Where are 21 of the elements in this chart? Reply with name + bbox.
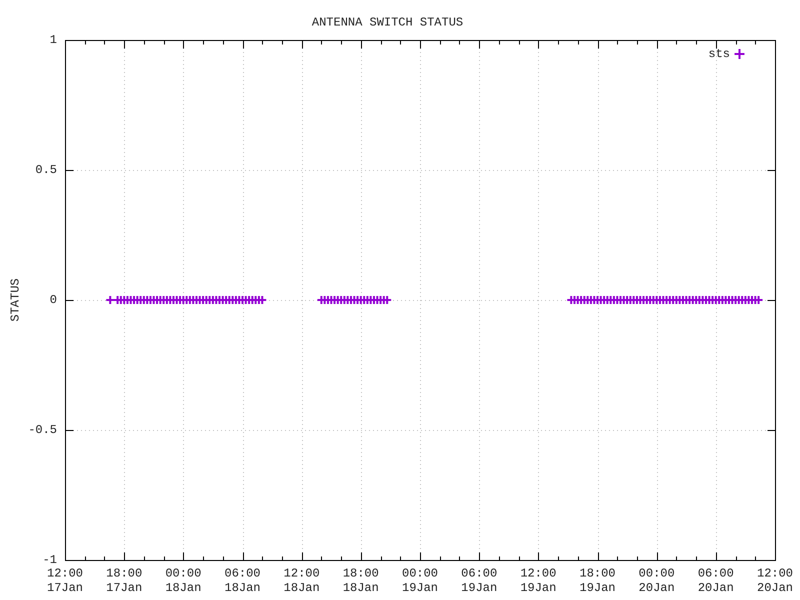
y-tick-label: -1 <box>42 553 57 568</box>
y-tick-label: 1 <box>50 33 57 48</box>
y-tick-label: 0 <box>50 293 57 308</box>
y-axis-title: STATUS <box>8 278 22 322</box>
x-tick-label: 12:00 19Jan <box>520 566 556 595</box>
x-tick-label: 12:00 17Jan <box>46 566 84 595</box>
x-tick-label: 06:00 18Jan <box>224 566 261 595</box>
x-tick-label: 00:00 19Jan <box>402 566 438 595</box>
x-tick-label: 00:00 18Jan <box>165 566 202 595</box>
chart-title: ANTENNA SWITCH STATUS <box>312 15 464 30</box>
y-tick-label: 0.5 <box>35 163 57 178</box>
x-tick-label: 06:00 20Jan <box>698 566 734 595</box>
x-tick-label: 18:00 18Jan <box>342 566 379 595</box>
x-tick-label: 18:00 17Jan <box>106 566 142 595</box>
legend-label: sts <box>708 47 730 62</box>
y-tick-label: -0.5 <box>28 423 57 438</box>
x-tick-label: 12:00 18Jan <box>284 566 320 595</box>
x-tick-label: 12:00 20Jan <box>756 566 794 595</box>
x-tick-label: 06:00 19Jan <box>461 566 498 595</box>
x-tick-label: 18:00 19Jan <box>579 566 616 595</box>
x-tick-label: 00:00 20Jan <box>638 566 675 595</box>
